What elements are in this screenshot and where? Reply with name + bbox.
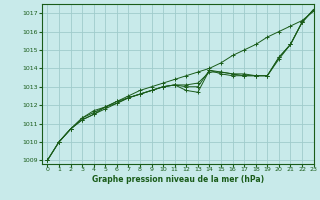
- X-axis label: Graphe pression niveau de la mer (hPa): Graphe pression niveau de la mer (hPa): [92, 175, 264, 184]
